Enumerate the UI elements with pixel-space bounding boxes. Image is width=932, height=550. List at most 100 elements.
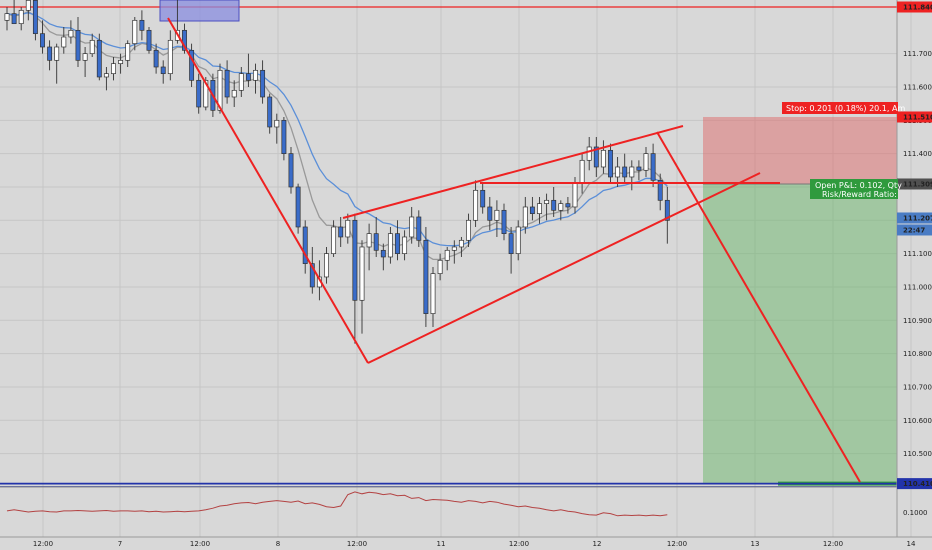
candle	[253, 63, 258, 94]
profit-zone[interactable]	[703, 183, 897, 484]
candle	[629, 160, 635, 191]
candle	[309, 246, 315, 294]
candle-bear	[565, 203, 571, 208]
candle-bull	[537, 203, 542, 214]
stop-label-box	[782, 102, 898, 114]
price-tick-label: 111.700	[903, 50, 932, 58]
candle	[586, 136, 592, 171]
candle	[288, 146, 294, 194]
wedge-upper-line[interactable]	[342, 125, 684, 219]
candle-bull	[231, 89, 237, 98]
candle-bull	[4, 13, 10, 21]
candle	[217, 63, 223, 114]
candle-bear	[352, 219, 358, 301]
drop-line[interactable]	[167, 17, 369, 364]
price-tick-label: 110.600	[903, 417, 932, 425]
candle-bull	[473, 189, 479, 221]
candle-bull	[61, 36, 67, 48]
candle-bear	[416, 216, 422, 241]
candle	[82, 46, 88, 77]
time-axis-bg	[0, 538, 932, 550]
candle-bull	[125, 43, 131, 61]
oscillator-tick-label: 0.1000	[903, 509, 928, 517]
candle	[565, 196, 571, 214]
candle	[11, 0, 17, 25]
stop-zone[interactable]	[703, 116, 897, 184]
price-tag[interactable]	[897, 478, 932, 490]
candle	[281, 116, 287, 161]
candle	[473, 180, 479, 227]
candle	[352, 213, 358, 344]
candle-bear	[529, 206, 535, 214]
candle	[558, 200, 564, 221]
price-tag[interactable]	[897, 224, 932, 236]
candle-bull	[167, 39, 173, 75]
candle	[146, 26, 152, 54]
projection-line[interactable]	[656, 131, 861, 483]
candle-bull	[522, 206, 528, 228]
candle-bull	[494, 209, 500, 221]
price-tag[interactable]	[897, 1, 932, 13]
candle-bear	[593, 146, 599, 168]
candles	[4, 0, 670, 344]
candle-bear	[657, 179, 663, 201]
candle	[295, 183, 301, 234]
candle	[118, 53, 124, 74]
candle	[402, 230, 408, 261]
candle-bull	[600, 149, 606, 168]
price-tick-label: 111.600	[903, 83, 932, 91]
price-tag[interactable]	[897, 178, 932, 190]
candle	[487, 196, 493, 231]
candle	[458, 236, 464, 257]
wedge-lower-line[interactable]	[367, 172, 761, 364]
candle-bull	[253, 69, 258, 81]
candle-bear	[608, 149, 613, 178]
candle	[366, 223, 372, 271]
price-tag[interactable]	[897, 212, 932, 224]
candle	[508, 226, 514, 274]
candle	[451, 240, 457, 264]
candle	[189, 43, 195, 87]
rr-label: Risk/Reward Ratio:	[822, 190, 897, 199]
candle	[260, 60, 266, 104]
candle	[466, 213, 471, 247]
time-axis[interactable]: 12:00 7 12:00 8 12:00 11 12:00 12 12:00 13 12:00 14	[0, 536, 932, 550]
candle	[274, 113, 280, 144]
candle	[529, 196, 535, 221]
pnl-label-box	[810, 179, 898, 199]
candle	[600, 140, 606, 174]
candle	[111, 56, 116, 81]
candle-bear	[423, 239, 429, 314]
oscillator-line	[6, 491, 668, 517]
candle-bull	[118, 59, 124, 65]
candle-bear	[508, 233, 514, 254]
candle-bull	[217, 69, 223, 111]
price-axis[interactable]: 111.700111.600111.500111.400111.300111.2…	[896, 0, 932, 537]
candle-bear	[281, 119, 287, 155]
candle	[416, 210, 422, 247]
candle-bull	[18, 9, 24, 25]
price-tag-label: 111.510	[903, 113, 932, 121]
candle	[160, 60, 166, 84]
candle-bear	[487, 206, 493, 221]
candle-bear	[309, 263, 315, 288]
candle-bull	[203, 79, 209, 108]
candle	[231, 80, 237, 107]
candle-bear	[551, 199, 557, 211]
time-tick-label: 12:00	[667, 540, 687, 548]
candle-bear	[380, 249, 386, 258]
candle	[437, 253, 443, 281]
candle-bull	[466, 219, 471, 241]
price-tag[interactable]	[897, 111, 932, 123]
trendlines[interactable]	[167, 17, 861, 483]
time-tick-label: 12:00	[33, 540, 53, 548]
candle	[224, 60, 230, 104]
candle-bear	[75, 29, 81, 61]
candle-bull	[345, 219, 351, 238]
candle	[423, 226, 429, 327]
candle	[515, 220, 521, 261]
highlight-box[interactable]	[159, 0, 240, 22]
candle	[409, 206, 415, 244]
